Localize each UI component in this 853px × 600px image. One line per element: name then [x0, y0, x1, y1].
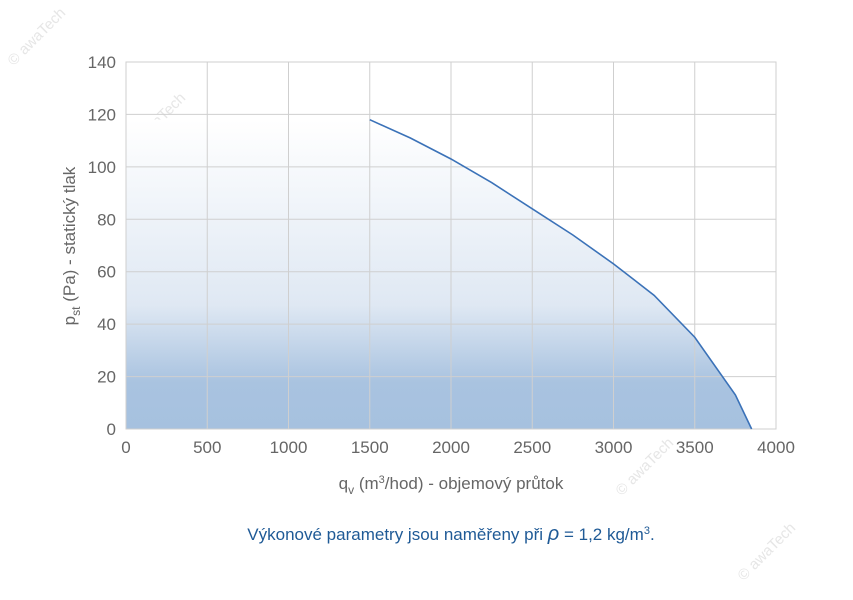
- area-fill: [126, 119, 752, 430]
- line-series: [369, 118, 753, 430]
- x-label-base: q: [339, 474, 348, 493]
- x-label-unit: (m: [354, 474, 379, 493]
- y-tick-label: 100: [88, 158, 116, 177]
- plot-border: [125, 61, 777, 430]
- y-tick-label: 0: [107, 420, 116, 439]
- x-tick-label: 4000: [757, 438, 795, 457]
- plot-area: 0 20 40 60 80 100 120 140 0 500 1000 1500 2000 2500 30…: [88, 53, 795, 457]
- watermark: © awaTech: [4, 4, 69, 69]
- x-tick-label: 500: [193, 438, 221, 457]
- y-label-rest: (Pa) - statický tlak: [60, 166, 79, 306]
- x-tick-label: 1500: [351, 438, 389, 457]
- y-tick-label: 140: [88, 53, 116, 72]
- y-tick-label: 40: [97, 315, 116, 334]
- x-tick-label: 1000: [270, 438, 308, 457]
- x-tick-label: 2500: [513, 438, 551, 457]
- footnote: Výkonové parametry jsou naměřeny při ρ =…: [247, 523, 654, 545]
- x-tick-label: 3000: [595, 438, 633, 457]
- y-label-base: p: [60, 316, 79, 325]
- x-tick-label: 3500: [676, 438, 714, 457]
- note-rest: = 1,2 kg/m: [559, 525, 644, 544]
- note-symbol: ρ: [547, 523, 559, 545]
- note-sup: 3: [644, 525, 650, 537]
- y-tick-label: 20: [97, 368, 116, 387]
- x-axis-label: qv (m3/hod) - objemový průtok: [339, 474, 564, 497]
- note-end: .: [650, 525, 655, 544]
- y-axis-label: pst (Pa) - statický tlak: [60, 166, 83, 325]
- y-label-sub: st: [69, 306, 83, 316]
- y-tick-label: 120: [88, 105, 116, 124]
- y-tick-label: 80: [97, 210, 116, 229]
- x-label-sup: 3: [379, 474, 385, 486]
- x-tick-label: 0: [121, 438, 130, 457]
- watermark: © awaTech: [734, 519, 799, 584]
- x-tick-label: 2000: [432, 438, 470, 457]
- x-label-sub: v: [348, 483, 354, 497]
- x-label-rest: /hod) - objemový průtok: [385, 474, 564, 493]
- note-text: Výkonové parametry jsou naměřeny při: [247, 525, 547, 544]
- y-tick-label: 60: [97, 263, 116, 282]
